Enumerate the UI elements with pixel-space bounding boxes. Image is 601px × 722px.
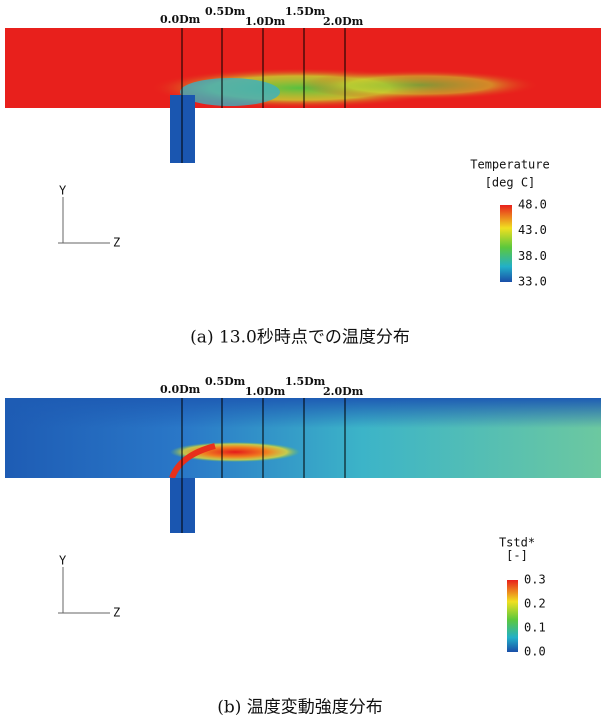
plume-edge — [169, 443, 216, 480]
legend-tick: 0.2 — [524, 597, 546, 611]
panel-b — [5, 398, 601, 652]
legend-unit: [-] — [506, 549, 528, 563]
legend-tick: 38.0 — [518, 249, 547, 263]
station-label: 0.5Dm — [205, 375, 246, 388]
mixing-zone — [300, 70, 540, 100]
axis-y-label: Y — [59, 184, 67, 198]
colorbar — [507, 580, 518, 652]
legend-tick: 33.0 — [518, 275, 547, 289]
legend-tick: 0.0 — [524, 645, 546, 659]
legend-tick: 43.0 — [518, 223, 547, 237]
station-label: 2.0Dm — [323, 385, 364, 398]
caption: (a) 13.0秒時点での温度分布 — [190, 328, 410, 348]
legend-title: Temperature — [470, 158, 549, 172]
station-label: 0.0Dm — [160, 13, 201, 26]
station-label: 0.5Dm — [205, 5, 246, 18]
panel-a — [5, 28, 601, 282]
station-label: 1.0Dm — [245, 385, 286, 398]
station-label: 2.0Dm — [323, 15, 364, 28]
axis-y-label: Y — [59, 554, 67, 568]
station-label: 1.5Dm — [285, 375, 326, 388]
caption: (b) 温度変動強度分布 — [217, 698, 383, 718]
station-label: 1.5Dm — [285, 5, 326, 18]
legend-unit: [deg C] — [485, 176, 536, 190]
cold-zone — [180, 78, 280, 106]
legend-tick: 48.0 — [518, 198, 547, 212]
station-label: 0.0Dm — [160, 383, 201, 396]
upper-zone — [5, 398, 601, 428]
axis-z-label: Z — [113, 236, 120, 250]
axis-z-label: Z — [113, 606, 120, 620]
station-label: 1.0Dm — [245, 15, 286, 28]
colorbar — [500, 205, 512, 282]
legend-tick: 0.3 — [524, 573, 546, 587]
legend-title: Tstd* — [499, 536, 535, 550]
legend-tick: 0.1 — [524, 621, 546, 635]
